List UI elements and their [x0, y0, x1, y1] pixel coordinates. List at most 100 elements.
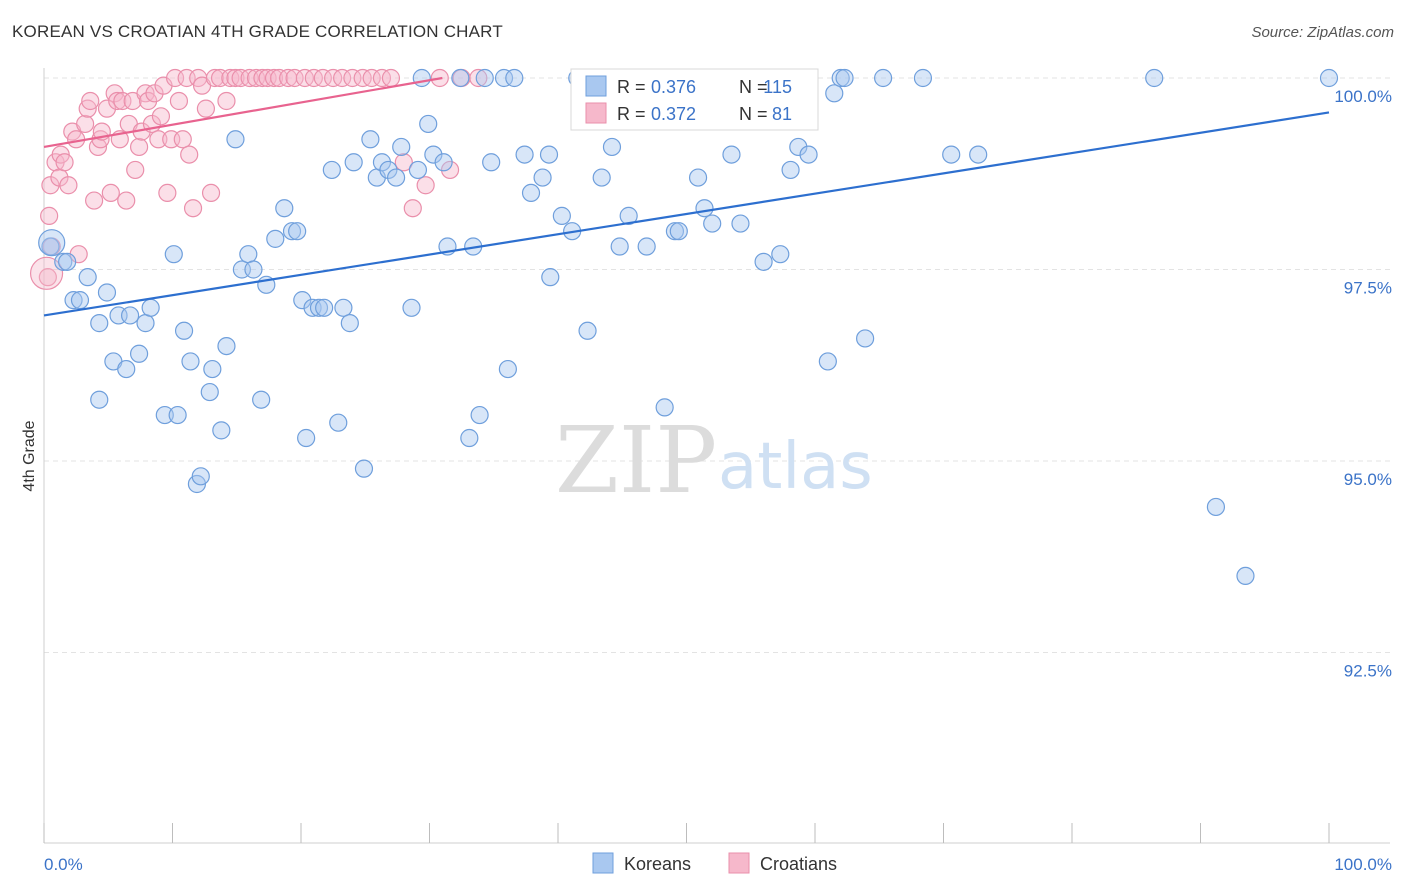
y-axis-label: 4th Grade — [21, 420, 38, 491]
koreans-point — [200, 382, 219, 402]
croatians-point — [151, 107, 171, 126]
trend-lines — [43, 76, 1330, 317]
koreans-point — [90, 390, 109, 409]
croatians-point — [201, 183, 221, 202]
koreans-point — [322, 160, 341, 180]
croatians-point — [108, 91, 127, 111]
legend-n-label: N = — [739, 77, 768, 97]
koreans-point — [688, 168, 708, 187]
koreans-point — [288, 222, 307, 241]
y-tick-labels: 100.0% 97.5% 95.0% 92.5% — [1334, 87, 1392, 681]
koreans-point — [41, 237, 60, 256]
koreans-point — [703, 214, 722, 233]
croatians-point — [196, 99, 216, 118]
croatians-point — [264, 68, 284, 88]
legend-swatch-croatians — [585, 102, 607, 124]
croatians-point — [394, 153, 413, 172]
croatians-point — [158, 183, 177, 202]
axes — [43, 68, 1390, 844]
koreans-point — [217, 337, 236, 356]
koreans-point — [315, 298, 334, 317]
koreans-point — [505, 68, 524, 88]
y-tick-label: 97.5% — [1344, 279, 1392, 298]
croatians-trend-line — [43, 76, 443, 149]
croatians-point — [126, 160, 145, 180]
croatians-point — [285, 68, 304, 88]
croatians-point — [343, 68, 362, 88]
croatians-point — [240, 68, 259, 88]
koreans-point — [665, 222, 685, 241]
koreans-point — [781, 160, 800, 180]
croatians-point — [217, 91, 236, 111]
koreans-point — [771, 245, 790, 264]
koreans-point — [835, 68, 854, 88]
croatians-point — [76, 114, 95, 134]
koreans-point — [592, 168, 611, 187]
croatians-point — [333, 68, 352, 88]
koreans-point — [552, 206, 571, 225]
legend-r-label: R = — [617, 77, 646, 97]
croatians-point — [205, 68, 225, 88]
croatians-point — [221, 68, 240, 88]
koreans-point — [164, 245, 183, 264]
croatians-point — [226, 68, 245, 88]
koreans-point — [226, 130, 245, 149]
croatians-point — [113, 91, 132, 111]
legend-n-value: 115 — [763, 77, 792, 97]
legend-box — [570, 68, 819, 131]
koreans-point — [475, 68, 494, 88]
koreans-point — [799, 145, 818, 164]
koreans-point — [408, 160, 428, 180]
koreans-point — [282, 222, 302, 241]
koreans-point — [97, 283, 117, 302]
koreans-point — [419, 114, 438, 134]
legend-n-value: 81 — [772, 104, 792, 124]
koreans-point — [515, 145, 534, 164]
koreans-point — [120, 306, 140, 325]
croatians-point — [40, 206, 59, 225]
koreans-point — [610, 237, 629, 256]
bottom-legend-croatians: Croatians — [760, 854, 837, 874]
koreans-point — [942, 145, 961, 164]
koreans-point — [252, 390, 271, 409]
koreans-point — [386, 168, 406, 187]
koreans-point — [619, 206, 638, 225]
koreans-point — [695, 199, 714, 218]
croatians-point — [81, 91, 100, 111]
croatians-point — [55, 153, 74, 172]
source-label: Source: ZipAtlas.com — [1251, 24, 1394, 41]
koreans-point — [266, 229, 285, 248]
legend: R = 0.376 N = 115 R = 0.372 N = 81 — [570, 68, 819, 131]
koreans-trend-line — [43, 111, 1330, 317]
y-tick-label: 100.0% — [1334, 87, 1392, 106]
croatians-point — [38, 268, 57, 287]
croatians-point — [173, 130, 192, 149]
koreans-point — [181, 352, 200, 371]
koreans-point — [874, 68, 893, 88]
koreans-point — [460, 428, 479, 448]
croatians-point — [97, 99, 117, 118]
koreans-point — [412, 68, 431, 88]
koreans-point — [129, 344, 149, 363]
croatians-point — [29, 256, 64, 290]
koreans-point — [136, 314, 155, 333]
koreans-point — [818, 352, 837, 371]
koreans-point — [155, 405, 174, 425]
y-tick-label: 95.0% — [1344, 470, 1392, 489]
koreans-point — [602, 137, 622, 157]
koreans-point — [722, 145, 741, 164]
koreans-point — [244, 260, 263, 279]
koreans-point — [141, 298, 160, 317]
croatians-point — [183, 199, 203, 218]
croatians-point — [469, 68, 488, 88]
koreans-point — [533, 168, 552, 187]
koreans-point — [293, 291, 312, 310]
legend-r-label: R = — [617, 104, 646, 124]
koreans-point — [344, 153, 363, 172]
bottom-legend: Koreans Croatians — [592, 852, 837, 874]
koreans-point — [424, 145, 443, 164]
koreans-point — [212, 421, 231, 440]
croatians-point — [149, 130, 168, 149]
koreans-point — [297, 428, 316, 448]
